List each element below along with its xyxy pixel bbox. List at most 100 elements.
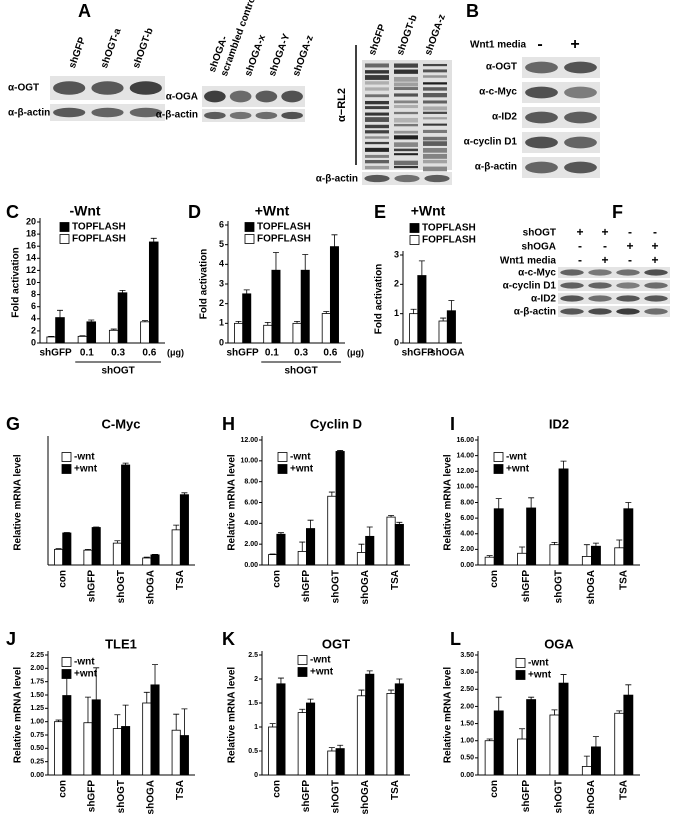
header-label: Wnt1 media (470, 40, 527, 51)
blot-band (588, 308, 612, 315)
legend-swatch (297, 667, 308, 677)
bar (276, 683, 286, 776)
y-tick-label: 14.00 (456, 452, 474, 459)
legend-label: +wnt (528, 670, 552, 681)
lane-label: shOGT-a (99, 27, 124, 70)
bar (549, 544, 560, 566)
y-tick-label: 12 (26, 265, 36, 275)
blot-band (91, 107, 124, 118)
blot-band (423, 159, 447, 164)
blot-band (644, 308, 668, 315)
bar (446, 310, 456, 344)
blot-band (423, 136, 447, 141)
error-bar (592, 542, 599, 547)
blot (558, 267, 670, 278)
bar (394, 683, 404, 776)
x-tick-label: 0.6 (142, 348, 156, 359)
x-tick-label: shGFP (521, 570, 532, 603)
bar (268, 554, 278, 566)
y-tick-label: 2 (394, 279, 399, 289)
blot-band (365, 154, 389, 158)
legend-label: -wnt (310, 655, 331, 666)
blot-band (365, 112, 389, 116)
bar (623, 694, 634, 776)
error-bar (560, 460, 567, 469)
error-bar (307, 519, 314, 529)
chart-title: -Wnt (69, 203, 100, 219)
y-axis-label: Relative mRNA level (443, 667, 454, 764)
condition-label: Wnt1 media (500, 256, 557, 267)
blot-band (394, 105, 418, 109)
legend-swatch (59, 222, 70, 232)
y-tick-label: 8.00 (244, 479, 258, 486)
blot-band (129, 107, 162, 118)
blot-band (394, 69, 418, 74)
error-bar (486, 738, 493, 741)
y-tick-label: 5 (219, 239, 224, 249)
y-tick-label: 0.00 (244, 562, 258, 569)
error-bar (328, 491, 335, 497)
lane-label: shOGT-b (395, 13, 420, 56)
error-bar (396, 521, 403, 525)
error-bar (55, 719, 62, 722)
blot-band (560, 295, 584, 302)
error-bar (150, 237, 157, 242)
legend-label: FOPFLASH (72, 234, 126, 245)
blot-band (365, 81, 389, 85)
row-label: α−RL2 (336, 88, 348, 122)
bar (142, 702, 152, 776)
blot-band (394, 174, 420, 183)
legend-label: +wnt (290, 464, 314, 475)
x-tick-label: 0.6 (323, 348, 337, 359)
bar (268, 726, 278, 776)
y-axis-label: Fold activation (199, 249, 210, 320)
condition-sign: - (653, 225, 657, 239)
error-bar (122, 462, 129, 465)
blot-band (423, 166, 447, 172)
bar (526, 699, 537, 776)
row-label: α-OGT (8, 83, 39, 94)
bar (581, 556, 592, 566)
x-tick-label: con (271, 570, 282, 588)
bar (112, 728, 122, 776)
error-bar (337, 450, 344, 452)
error-bar (551, 709, 558, 715)
x-tick-label: shGFP (227, 348, 260, 359)
blot-band (394, 117, 418, 123)
blot-band (91, 81, 124, 95)
error-bar (55, 548, 62, 550)
row-label: α-β-actin (156, 110, 198, 121)
blot (558, 293, 670, 304)
bar (335, 451, 345, 566)
row-label: α-c-Myc (479, 87, 517, 98)
lane-label: shGFP (67, 36, 88, 70)
error-bar (122, 704, 129, 727)
x-tick-label: shOGT (116, 570, 127, 603)
error-bar (84, 548, 91, 551)
legend-swatch (277, 464, 288, 474)
condition-sign: - (537, 36, 542, 53)
condition-sign: - (578, 253, 582, 267)
chart-title: OGT (322, 636, 350, 651)
bar (558, 468, 569, 566)
bar (148, 241, 159, 344)
bar (356, 695, 367, 776)
error-bar (625, 502, 632, 509)
blot-band (564, 161, 597, 174)
blot-band (560, 308, 584, 315)
blot-band (365, 75, 389, 80)
bar (517, 552, 528, 566)
blot-band (394, 135, 418, 140)
y-tick-label: 3.00 (460, 669, 474, 676)
x-tick-label: con (489, 780, 500, 798)
error-bar (63, 677, 70, 696)
row-label: α-β-actin (475, 162, 517, 173)
blot (202, 86, 305, 107)
x-group-label: shOGT (284, 366, 317, 377)
legend-label: +wnt (74, 669, 98, 680)
condition-sign: - (603, 239, 607, 253)
x-tick-label: shOGT (554, 570, 565, 603)
bar (297, 551, 307, 566)
legend-swatch (59, 234, 70, 244)
